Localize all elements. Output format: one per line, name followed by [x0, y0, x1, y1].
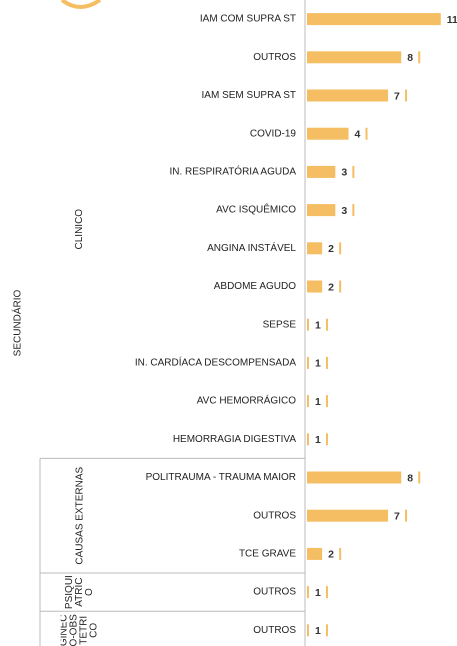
- bar: [307, 280, 323, 293]
- category-label: ANGINA INSTÁVEL: [207, 241, 296, 254]
- value-label: 1: [315, 319, 321, 331]
- group-label-box: GINECO-OBSTETRICO: [60, 614, 99, 646]
- category-label: COVID-19: [250, 128, 297, 139]
- value-label: 3: [341, 167, 347, 179]
- value-label: 3: [341, 205, 347, 217]
- outer-group-label: SECUNDÁRIO: [11, 289, 24, 356]
- category-label: OUTROS: [253, 510, 296, 521]
- value-label: 2: [328, 243, 334, 255]
- category-label: AVC HEMORRÁGICO: [197, 394, 296, 407]
- value-label: 1: [315, 396, 321, 408]
- category-label: IAM COM SUPRA ST: [200, 14, 296, 25]
- bar: [307, 586, 309, 599]
- bar: [307, 547, 323, 560]
- group-label: CAUSAS EXTERNAS: [73, 466, 85, 565]
- bar: [307, 433, 309, 446]
- value-label: 1: [315, 625, 321, 637]
- group-label-box: PSIQUIATRICO: [63, 575, 95, 610]
- value-label: 7: [394, 510, 400, 522]
- group-label: PSIQUIATRICO: [63, 575, 95, 610]
- bar: [307, 127, 349, 140]
- category-label: HEMORRAGIA DIGESTIVA: [173, 434, 296, 445]
- bar: [307, 356, 309, 369]
- bar: [307, 624, 309, 637]
- bar: [307, 51, 402, 64]
- decoration: [60, 0, 102, 9]
- bar: [307, 509, 389, 522]
- group-label-box: CAUSAS EXTERNAS: [73, 466, 85, 565]
- bar: [307, 165, 336, 178]
- category-label: TCE GRAVE: [239, 549, 296, 560]
- category-label: SEPSE: [263, 319, 297, 330]
- value-label: 2: [328, 281, 334, 293]
- category-label: OUTROS: [253, 52, 296, 63]
- group-label-box: CLINICO: [73, 208, 85, 250]
- category-label: OUTROS: [253, 625, 296, 636]
- category-label: IN. RESPIRATÓRIA AGUDA: [169, 165, 296, 178]
- bar: [307, 13, 441, 26]
- value-label: 8: [407, 52, 413, 64]
- category-label: IAM SEM SUPRA ST: [202, 90, 296, 101]
- group-label: CLINICO: [73, 208, 85, 250]
- value-label: 2: [328, 549, 334, 561]
- category-label: POLITRAUMA - TRAUMA MAIOR: [146, 472, 296, 483]
- value-label: 11: [447, 14, 457, 26]
- value-label: 8: [407, 472, 413, 484]
- value-label: 1: [315, 434, 321, 446]
- bar: [307, 204, 336, 217]
- category-label: IN. CARDÍACA DESCOMPENSADA: [135, 356, 296, 369]
- bar: [307, 242, 323, 255]
- value-label: 1: [315, 358, 321, 370]
- value-label: 4: [355, 128, 361, 140]
- bar: [307, 395, 309, 408]
- category-label: AVC ISQUÊMICO: [216, 203, 296, 216]
- category-label: ABDOME AGUDO: [214, 281, 296, 292]
- category-label: OUTROS: [253, 587, 296, 598]
- value-label: 1: [315, 587, 321, 599]
- value-label: 7: [394, 90, 400, 102]
- group-label: GINECO-OBSTETRICO: [60, 614, 99, 646]
- bar: [307, 318, 309, 331]
- bar: [307, 471, 402, 484]
- bar: [307, 89, 389, 102]
